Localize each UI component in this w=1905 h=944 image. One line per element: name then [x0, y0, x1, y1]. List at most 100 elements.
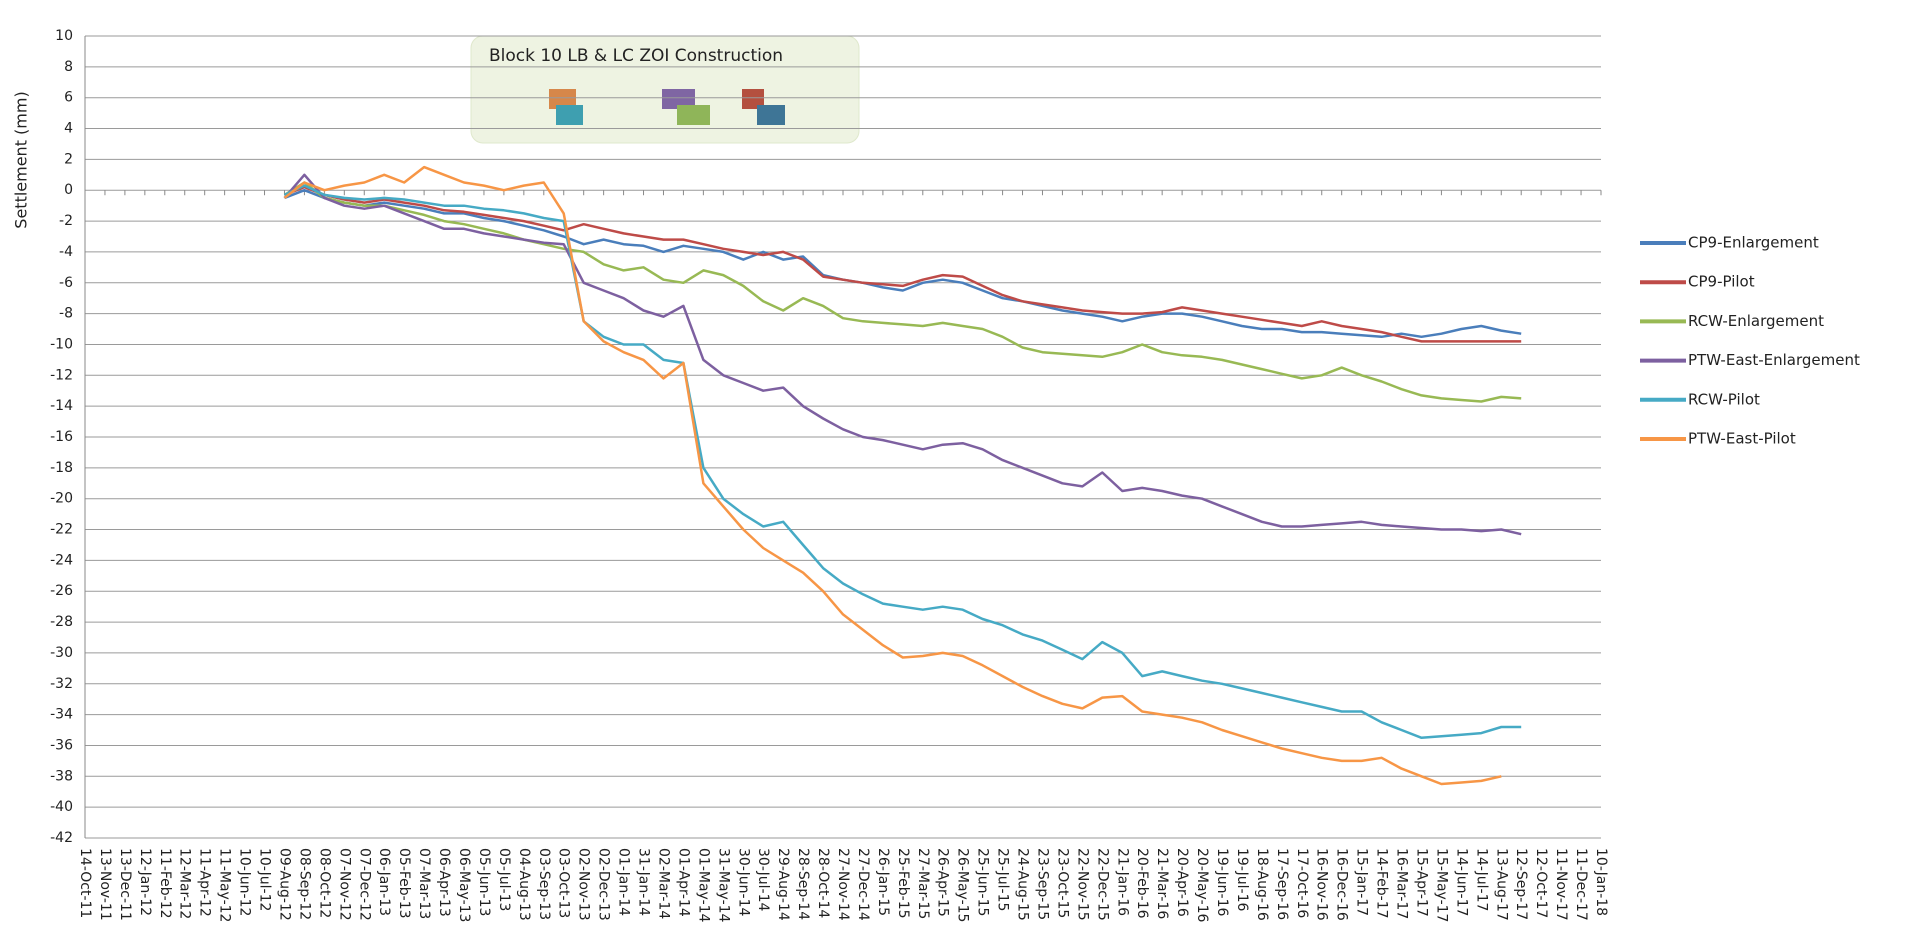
annotation-icon — [742, 89, 764, 109]
annotation-icon — [549, 89, 576, 109]
x-tick-label: 26-Jan-15 — [875, 848, 891, 916]
y-tick-label: 8 — [64, 59, 73, 75]
annotation-icon — [757, 105, 785, 125]
x-tick-label: 02-Nov-13 — [576, 848, 592, 921]
annotation-icon — [556, 105, 583, 125]
x-tick-label: 17-Oct-16 — [1294, 848, 1310, 918]
x-tick-label: 30-Jul-14 — [755, 848, 771, 911]
y-tick-label: -26 — [50, 583, 73, 599]
legend-label: RCW-Pilot — [1688, 390, 1760, 408]
x-tick-label: 01-May-14 — [695, 848, 711, 923]
x-tick-label: 28-Oct-14 — [815, 848, 831, 918]
series-line — [284, 188, 1522, 339]
x-tick-label: 20-May-16 — [1194, 848, 1210, 923]
x-tick-label: 06-Jan-13 — [376, 848, 392, 916]
x-tick-label: 21-Jan-16 — [1114, 848, 1130, 916]
x-tick-label: 05-Jul-13 — [496, 848, 512, 911]
x-tick-label: 07-Mar-13 — [416, 848, 432, 919]
y-tick-label: -20 — [50, 491, 73, 507]
x-tick-label: 24-Aug-15 — [1015, 848, 1031, 921]
y-tick-label: -42 — [50, 830, 73, 846]
legend-label: CP9-Pilot — [1688, 273, 1755, 291]
x-tick-label: 10-Jan-18 — [1593, 848, 1609, 916]
annotation-icon — [677, 105, 710, 125]
x-tick-label: 27-Dec-14 — [855, 848, 871, 921]
x-tick-label: 30-Jun-14 — [735, 848, 751, 916]
y-tick-label: 2 — [64, 151, 73, 167]
legend-label: PTW-East-Pilot — [1688, 430, 1796, 448]
y-tick-label: -14 — [50, 398, 73, 414]
x-tick-label: 02-Mar-14 — [655, 848, 671, 919]
x-tick-label: 28-Sep-14 — [795, 848, 811, 920]
x-tick-label: 11-Feb-12 — [157, 848, 173, 919]
x-tick-label: 10-Jun-12 — [237, 848, 253, 916]
x-tick-label: 02-Dec-13 — [596, 848, 612, 921]
x-tick-label: 18-Aug-16 — [1254, 848, 1270, 921]
y-tick-label: -2 — [59, 213, 73, 229]
series-line — [283, 173, 1522, 536]
x-tick-label: 12-Mar-12 — [177, 848, 193, 919]
annotation-text: Block 10 LB & LC ZOI Construction — [489, 46, 783, 66]
x-tick-label: 15-May-17 — [1433, 848, 1449, 922]
series-line — [283, 165, 1502, 786]
x-tick-label: 10-Jul-12 — [257, 848, 273, 911]
x-tick-label: 11-Dec-17 — [1573, 848, 1589, 921]
annotation-icon — [662, 89, 695, 109]
y-tick-label: -22 — [50, 522, 73, 538]
x-tick-label: 13-Dec-11 — [117, 848, 133, 921]
x-tick-label: 31-May-14 — [715, 848, 731, 923]
series-line — [284, 185, 1522, 343]
y-tick-label: -30 — [50, 645, 73, 661]
x-tick-label: 07-Dec-12 — [356, 848, 372, 921]
y-tick-label: 0 — [64, 182, 73, 198]
x-tick-label: 29-Aug-14 — [775, 848, 791, 921]
x-tick-label: 03-Sep-13 — [536, 848, 552, 920]
x-tick-label: 19-Jul-16 — [1234, 848, 1250, 911]
y-tick-label: 4 — [64, 121, 73, 137]
x-tick-label: 22-Dec-15 — [1094, 848, 1110, 921]
x-tick-label: 11-Nov-17 — [1553, 848, 1569, 921]
y-tick-label: 10 — [55, 28, 73, 44]
x-tick-label: 26-Apr-15 — [935, 848, 951, 917]
x-tick-label: 23-Oct-15 — [1054, 848, 1070, 918]
x-tick-label: 01-Apr-14 — [675, 848, 691, 917]
y-tick-label: -28 — [50, 614, 73, 630]
x-tick-label: 08-Sep-12 — [296, 848, 312, 920]
x-tick-label: 21-Mar-16 — [1154, 848, 1170, 919]
y-tick-label: -40 — [50, 799, 73, 815]
legend-label: CP9-Enlargement — [1688, 234, 1819, 252]
x-tick-label: 27-Nov-14 — [835, 848, 851, 921]
x-tick-label: 04-Aug-13 — [516, 848, 532, 921]
x-tick-label: 14-Feb-17 — [1374, 848, 1390, 919]
x-tick-label: 25-Jun-15 — [975, 848, 991, 916]
x-tick-label: 11-May-12 — [217, 848, 233, 922]
x-tick-label: 20-Feb-16 — [1134, 848, 1150, 919]
x-tick-label: 12-Jan-12 — [137, 848, 153, 916]
x-tick-label: 22-Nov-15 — [1074, 848, 1090, 921]
x-tick-label: 16-Mar-17 — [1394, 848, 1410, 919]
series-line — [283, 181, 1522, 403]
y-tick-label: -6 — [59, 275, 73, 291]
x-tick-label: 25-Jul-15 — [995, 848, 1011, 911]
y-tick-label: -36 — [50, 737, 73, 753]
x-tick-label: 12-Sep-17 — [1513, 848, 1529, 920]
y-tick-label: -24 — [50, 552, 73, 568]
x-tick-label: 15-Jan-17 — [1354, 848, 1370, 916]
x-tick-label: 17-Sep-16 — [1274, 848, 1290, 920]
legend-label: PTW-East-Enlargement — [1688, 351, 1860, 369]
y-tick-label: -12 — [50, 367, 73, 383]
x-tick-label: 27-Mar-15 — [915, 848, 931, 919]
x-tick-label: 19-Jun-16 — [1214, 848, 1230, 916]
x-tick-label: 26-May-15 — [955, 848, 971, 922]
x-tick-label: 31-Jan-14 — [636, 848, 652, 916]
x-tick-label: 07-Nov-12 — [336, 848, 352, 921]
x-tick-label: 05-Jun-13 — [476, 848, 492, 916]
y-tick-label: -16 — [50, 429, 73, 445]
x-tick-label: 05-Feb-13 — [396, 848, 412, 919]
x-tick-label: 06-Apr-13 — [436, 848, 452, 917]
x-tick-label: 13-Nov-11 — [97, 848, 113, 921]
y-tick-label: -32 — [50, 676, 73, 692]
x-tick-label: 23-Sep-15 — [1034, 848, 1050, 920]
x-tick-label: 25-Feb-15 — [895, 848, 911, 919]
